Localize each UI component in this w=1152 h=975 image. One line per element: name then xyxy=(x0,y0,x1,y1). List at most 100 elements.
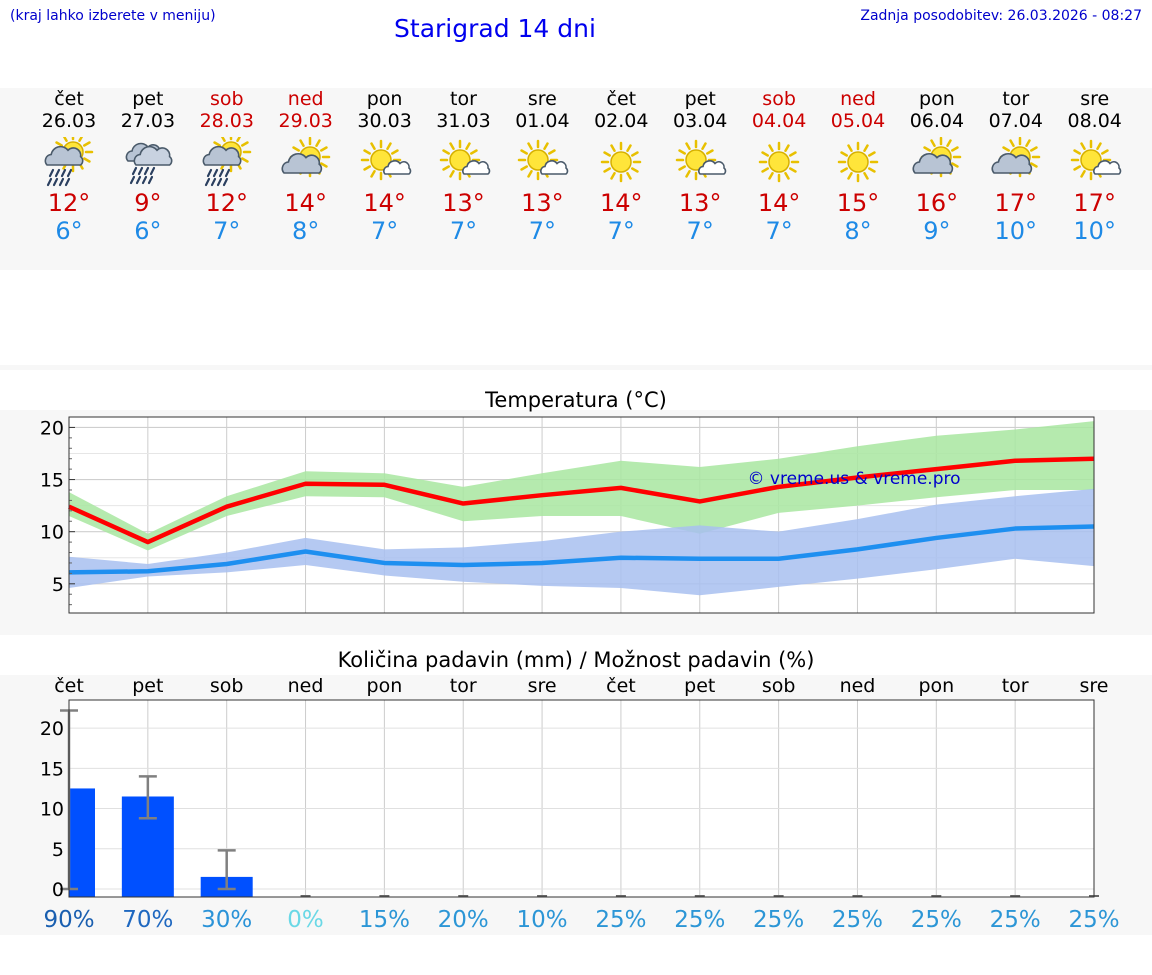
sun-ray xyxy=(83,157,91,163)
min-temp-range xyxy=(69,488,1094,596)
sun-cloud-rain-icon xyxy=(202,137,252,187)
day-name: sre xyxy=(527,88,557,110)
temperature-chart: 5 10 15 20 © vreme.us & vreme.pro xyxy=(40,416,1095,614)
precip-probability: 0% xyxy=(287,907,324,933)
rain-drop xyxy=(54,168,61,178)
forecast-day: ned 05.04 15° 8° xyxy=(813,88,903,245)
temp-min: 9° xyxy=(923,217,951,245)
temp-max: 13° xyxy=(442,189,485,217)
sun-ray xyxy=(847,172,853,180)
sun-cloud-rain-icon xyxy=(44,137,94,187)
rain-drop xyxy=(52,177,59,187)
max-temp-range xyxy=(69,421,1094,551)
x-tick-label: pet xyxy=(684,675,715,697)
sun-ray xyxy=(213,141,221,147)
forecast-day: sre 01.04 13° 7° xyxy=(497,88,587,245)
sun-ray xyxy=(314,139,321,147)
sun-ray xyxy=(863,172,869,180)
sun-cloud-icon xyxy=(991,137,1041,178)
y-tick-label: 0 xyxy=(52,879,64,901)
temp-min: 7° xyxy=(765,217,793,245)
sun-small-cloud-icon xyxy=(360,139,411,181)
sun-ray xyxy=(520,149,529,155)
rain-drop xyxy=(66,168,73,178)
sun-ray xyxy=(701,142,707,150)
sun-ray xyxy=(78,137,84,142)
sun-ray xyxy=(62,137,68,142)
y-tick-label: 5 xyxy=(52,574,64,596)
sun-ray xyxy=(768,144,774,152)
x-tick-label: pon xyxy=(918,675,954,697)
sun-small-cloud-icon xyxy=(1070,139,1121,181)
x-tick-label: sre xyxy=(1080,675,1109,697)
sun-ray xyxy=(441,165,450,171)
sun-ray xyxy=(784,144,790,152)
sun-ray xyxy=(840,151,848,157)
x-tick-label: čet xyxy=(606,675,636,697)
sun-ray xyxy=(784,172,790,180)
sun-ray xyxy=(950,162,959,168)
x-tick-label: sob xyxy=(210,675,244,697)
sun-ray xyxy=(868,151,876,157)
day-date: 02.04 xyxy=(594,110,649,132)
sun-ray xyxy=(527,142,534,150)
sun-ray xyxy=(527,170,534,178)
sun-ray xyxy=(678,165,687,171)
sun-ray xyxy=(1009,139,1015,147)
rain-drop xyxy=(137,166,143,176)
temp-max: 14° xyxy=(600,189,643,217)
temp-min: 7° xyxy=(449,217,478,245)
y-tick-label: 15 xyxy=(40,470,64,492)
precip-probability: 90% xyxy=(43,907,94,933)
sun-ray xyxy=(789,151,797,157)
precip-probability: 30% xyxy=(201,907,252,933)
temp-min: 7° xyxy=(528,217,557,245)
forecast-day: pon 06.04 16° 9° xyxy=(892,88,982,245)
sun-small-cloud-icon xyxy=(360,139,411,181)
sun-ray xyxy=(1029,162,1038,168)
sun-ray xyxy=(291,146,300,152)
sun-ray xyxy=(1002,146,1010,152)
sun-icon xyxy=(601,141,642,183)
precip-probability: 10% xyxy=(517,907,568,933)
cloud-shape xyxy=(202,145,242,166)
x-tick-label: ned xyxy=(840,675,876,697)
temp-max: 17° xyxy=(994,189,1038,217)
rain-drop xyxy=(218,168,224,178)
temp-max: 14° xyxy=(284,189,327,217)
page-title: Starigrad 14 dni xyxy=(394,14,596,43)
sun-ray xyxy=(520,165,529,171)
y-tick-label: 10 xyxy=(40,522,64,544)
forecast-day: tor 07.04 17° 10° xyxy=(971,88,1061,245)
sun-ray xyxy=(469,149,478,155)
temp-min: 7° xyxy=(686,217,714,245)
sun-ray xyxy=(548,149,557,155)
sun-disc xyxy=(685,149,707,171)
temp-max: 17° xyxy=(1073,189,1116,217)
precip-chart-title: Količina padavin (mm) / Možnost padavin … xyxy=(337,648,815,672)
temp-max: 9° xyxy=(134,189,162,217)
temp-max: 12° xyxy=(47,189,91,217)
temp-min: 7° xyxy=(370,217,399,245)
day-name: pon xyxy=(366,88,403,110)
cloud-shape xyxy=(281,153,322,174)
sun-ray xyxy=(626,144,633,152)
sun-ray xyxy=(950,146,959,152)
sun-ray xyxy=(868,167,876,173)
x-tick-label: tor xyxy=(1002,675,1029,697)
rain-drop xyxy=(131,166,137,176)
sun-ray xyxy=(930,139,936,147)
sun-cloud-rain-icon xyxy=(44,137,94,187)
x-tick-label: tor xyxy=(450,675,477,697)
rain-drop xyxy=(64,177,71,187)
rain-drop xyxy=(206,168,212,178)
precip-bar xyxy=(69,788,95,897)
rain-drop xyxy=(224,168,230,178)
sun-cloud-icon xyxy=(281,137,330,178)
day-date: 29.03 xyxy=(278,110,333,132)
sun-ray xyxy=(441,149,450,155)
sun-ray xyxy=(55,141,63,147)
cloud-shape xyxy=(698,160,727,175)
sun-ray xyxy=(685,142,691,150)
day-name: ned xyxy=(287,88,324,110)
